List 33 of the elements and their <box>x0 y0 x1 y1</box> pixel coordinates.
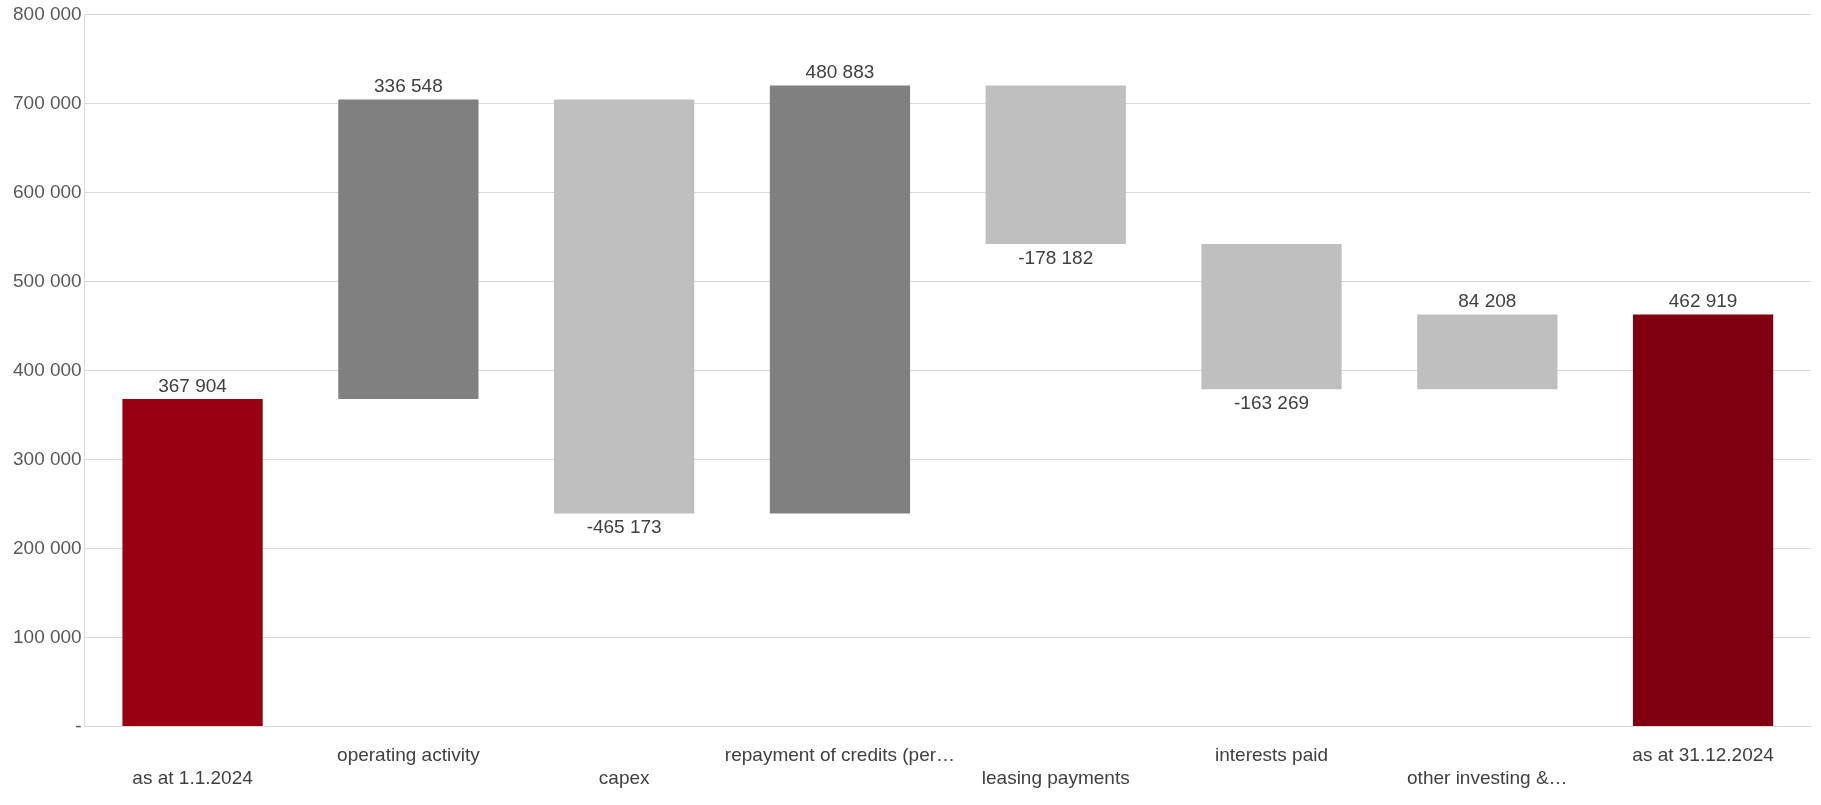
y-tick-label: 300 000 <box>12 447 82 469</box>
y-tick-label: - <box>75 714 82 736</box>
data-label: -163 269 <box>1234 392 1310 414</box>
y-tick-label: 400 000 <box>12 358 82 380</box>
x-tick-label: capex <box>598 766 650 788</box>
y-tick-label: 800 000 <box>12 2 82 24</box>
data-label: 84 208 <box>1458 290 1517 312</box>
x-tick-label: operating activity <box>337 744 481 766</box>
data-label: 336 548 <box>374 75 443 97</box>
bar <box>1417 314 1558 390</box>
bar <box>338 99 479 399</box>
x-tick-label: repayment of credits (per… <box>724 744 956 766</box>
x-tick-label: as at 1.1.2024 <box>132 766 254 788</box>
y-tick-label: 200 000 <box>12 536 82 558</box>
bar <box>1632 314 1774 726</box>
bar <box>769 85 911 514</box>
bar <box>554 99 695 514</box>
data-label: 480 883 <box>805 61 875 83</box>
data-label: 462 919 <box>1668 290 1738 312</box>
data-label: 367 904 <box>158 374 228 396</box>
x-tick-label: interests paid <box>1215 744 1329 766</box>
bar <box>985 85 1126 245</box>
x-tick-label: other investing &… <box>1407 766 1568 788</box>
data-label: -465 173 <box>586 516 662 538</box>
data-label: -178 182 <box>1018 246 1094 268</box>
y-tick-label: 600 000 <box>12 180 82 202</box>
bar <box>122 398 263 726</box>
x-tick-label: as at 31.12.2024 <box>1632 744 1775 766</box>
bar <box>1201 244 1342 390</box>
y-tick-label: 700 000 <box>12 91 82 113</box>
y-tick-label: 100 000 <box>12 625 82 647</box>
x-tick-label: leasing payments <box>981 766 1130 788</box>
y-tick-label: 500 000 <box>12 269 82 291</box>
